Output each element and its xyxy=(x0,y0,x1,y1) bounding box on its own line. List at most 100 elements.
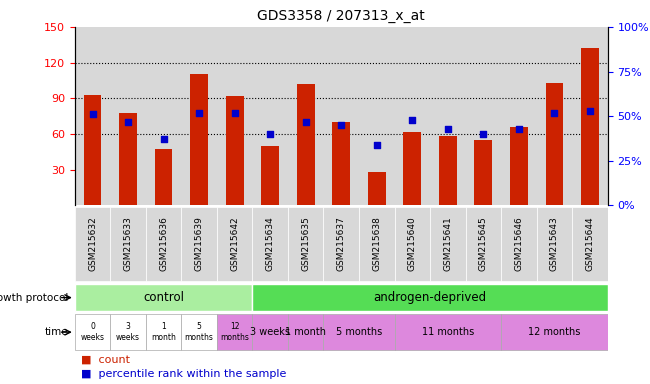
Text: GSM215634: GSM215634 xyxy=(266,217,275,271)
Text: androgen-deprived: androgen-deprived xyxy=(374,291,487,304)
Text: GSM215637: GSM215637 xyxy=(337,217,346,271)
Text: 1 month: 1 month xyxy=(285,327,326,337)
Point xyxy=(336,122,346,128)
Text: GSM215644: GSM215644 xyxy=(586,217,595,271)
Point xyxy=(194,109,204,116)
Bar xyxy=(75,207,110,281)
Text: 0
weeks: 0 weeks xyxy=(81,323,105,342)
Bar xyxy=(217,314,252,350)
Point xyxy=(123,118,133,124)
Point xyxy=(407,117,417,123)
Bar xyxy=(288,27,324,205)
Text: GSM215641: GSM215641 xyxy=(443,217,452,271)
Text: control: control xyxy=(143,291,184,304)
Bar xyxy=(439,136,457,205)
Bar xyxy=(430,207,465,281)
Bar xyxy=(359,27,395,205)
Bar xyxy=(465,207,501,281)
Bar xyxy=(261,146,279,205)
Bar xyxy=(332,122,350,205)
Text: ■  percentile rank within the sample: ■ percentile rank within the sample xyxy=(81,369,287,379)
Text: 5
months: 5 months xyxy=(185,323,214,342)
Bar xyxy=(217,27,252,205)
Point xyxy=(229,109,240,116)
Text: 12
months: 12 months xyxy=(220,323,249,342)
Point xyxy=(478,131,489,137)
Text: 5 months: 5 months xyxy=(336,327,382,337)
Bar xyxy=(395,27,430,205)
Bar xyxy=(537,27,572,205)
Bar xyxy=(368,172,385,205)
Text: GSM215640: GSM215640 xyxy=(408,217,417,271)
Point xyxy=(87,111,98,118)
Bar xyxy=(75,314,110,350)
Bar xyxy=(324,314,395,350)
Bar xyxy=(252,284,608,311)
Point xyxy=(159,136,169,142)
Point xyxy=(585,108,595,114)
Bar xyxy=(572,207,608,281)
Point xyxy=(514,126,524,132)
Bar xyxy=(288,314,324,350)
Text: time: time xyxy=(45,327,68,337)
Bar xyxy=(465,27,501,205)
Bar xyxy=(190,74,208,205)
Bar xyxy=(252,314,288,350)
Text: GSM215636: GSM215636 xyxy=(159,217,168,271)
Bar xyxy=(324,27,359,205)
Bar xyxy=(75,27,110,205)
Bar xyxy=(572,27,608,205)
Bar xyxy=(181,27,217,205)
Point xyxy=(300,118,311,124)
Text: GSM215642: GSM215642 xyxy=(230,217,239,271)
Text: GSM215638: GSM215638 xyxy=(372,217,382,271)
Bar xyxy=(217,207,252,281)
Bar xyxy=(324,207,359,281)
Bar xyxy=(288,207,324,281)
Text: growth protocol: growth protocol xyxy=(0,293,68,303)
Bar xyxy=(501,314,608,350)
Bar xyxy=(146,27,181,205)
Point xyxy=(372,142,382,148)
Bar xyxy=(395,207,430,281)
Text: 12 months: 12 months xyxy=(528,327,580,337)
Text: ■  count: ■ count xyxy=(81,355,130,365)
Bar xyxy=(181,207,217,281)
Point xyxy=(549,109,560,116)
Text: GSM215632: GSM215632 xyxy=(88,217,97,271)
Bar xyxy=(510,127,528,205)
Bar xyxy=(84,95,101,205)
Bar xyxy=(252,207,288,281)
Text: 3
weeks: 3 weeks xyxy=(116,323,140,342)
Bar xyxy=(537,207,572,281)
Bar xyxy=(181,314,217,350)
Bar xyxy=(501,207,537,281)
Text: GSM215646: GSM215646 xyxy=(514,217,523,271)
Bar xyxy=(119,113,137,205)
Text: GSM215643: GSM215643 xyxy=(550,217,559,271)
Text: 3 weeks: 3 weeks xyxy=(250,327,290,337)
Bar xyxy=(146,314,181,350)
Bar xyxy=(75,284,252,311)
Point xyxy=(265,131,276,137)
Bar xyxy=(430,27,465,205)
Bar xyxy=(111,314,146,350)
Bar xyxy=(395,314,501,350)
Bar xyxy=(111,27,146,205)
Text: GSM215645: GSM215645 xyxy=(479,217,488,271)
Bar xyxy=(581,48,599,205)
Title: GDS3358 / 207313_x_at: GDS3358 / 207313_x_at xyxy=(257,9,425,23)
Text: GSM215633: GSM215633 xyxy=(124,217,133,271)
Bar xyxy=(155,149,172,205)
Bar xyxy=(545,83,564,205)
Bar xyxy=(252,27,288,205)
Bar xyxy=(297,84,315,205)
Bar xyxy=(359,207,395,281)
Bar xyxy=(111,207,146,281)
Point xyxy=(443,126,453,132)
Bar xyxy=(146,207,181,281)
Bar xyxy=(404,132,421,205)
Text: 1
month: 1 month xyxy=(151,323,176,342)
Text: 11 months: 11 months xyxy=(422,327,474,337)
Bar xyxy=(474,140,492,205)
